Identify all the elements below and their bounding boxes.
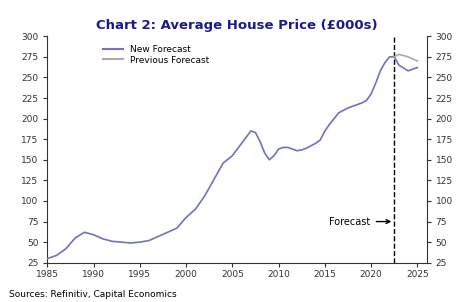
Text: Forecast: Forecast xyxy=(329,217,390,226)
Text: Sources: Refinitiv, Capital Economics: Sources: Refinitiv, Capital Economics xyxy=(9,290,177,299)
Legend: New Forecast, Previous Forecast: New Forecast, Previous Forecast xyxy=(101,43,211,66)
Title: Chart 2: Average House Price (£000s): Chart 2: Average House Price (£000s) xyxy=(96,19,378,32)
